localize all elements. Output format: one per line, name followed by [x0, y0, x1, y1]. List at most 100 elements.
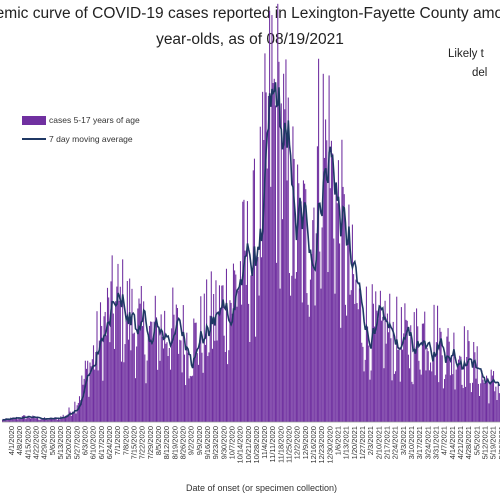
bar-day	[99, 302, 102, 422]
bar-day	[495, 386, 497, 422]
legend-label-average: 7 day moving average	[49, 134, 133, 144]
x-tick-label: 5/20/2020	[64, 426, 73, 459]
bar-day	[335, 187, 337, 422]
x-tick-label: 8/19/2020	[170, 426, 179, 459]
bar-day	[337, 160, 339, 422]
bar-day	[405, 319, 407, 422]
bar-day	[92, 345, 95, 422]
bar-day	[344, 304, 346, 422]
x-tick-label: 9/16/2020	[203, 426, 212, 459]
x-tick-label: 9/23/2020	[211, 426, 220, 459]
bar-day	[258, 295, 260, 422]
bar-day	[487, 381, 489, 422]
bar-day	[180, 340, 182, 422]
bar-day	[41, 419, 43, 422]
bar-day	[323, 157, 325, 423]
bar-day	[24, 415, 26, 422]
bar-day	[78, 396, 81, 422]
bar-day	[332, 153, 334, 422]
bar-day	[469, 383, 471, 422]
bar-day	[395, 371, 397, 422]
x-tick-label: 11/18/2020	[276, 426, 285, 463]
bar-day	[300, 201, 302, 422]
x-tick-label: 1/13/2021	[342, 426, 351, 459]
bar-day	[43, 417, 46, 422]
bar-day	[365, 286, 367, 422]
bar-day	[413, 312, 415, 422]
bar-day	[307, 304, 309, 422]
bar-day	[465, 386, 467, 422]
x-tick-label: 10/21/2020	[244, 426, 253, 464]
bar-day	[4, 419, 6, 422]
bar-day	[439, 327, 441, 422]
bar-day	[253, 158, 255, 422]
bar-day	[217, 311, 219, 422]
bar-day	[57, 417, 60, 422]
bar-day	[125, 320, 127, 422]
bar-day	[167, 356, 169, 422]
bar-day	[108, 297, 110, 422]
bar-day	[153, 321, 155, 422]
bar-day	[166, 342, 168, 422]
bar-day	[251, 273, 253, 422]
bar-day	[377, 319, 379, 422]
bar-day	[33, 415, 35, 422]
bar-day	[278, 61, 280, 423]
bar-day	[87, 360, 89, 422]
bar-day	[200, 296, 202, 422]
bar-day	[455, 369, 457, 422]
bar-day	[206, 279, 208, 422]
x-tick-label: 7/1/2020	[113, 426, 122, 455]
x-tick-label: 1/27/2021	[358, 426, 367, 459]
bar-day	[63, 417, 65, 422]
x-tick-label: 5/6/2020	[48, 426, 57, 455]
bar-day	[194, 322, 196, 422]
bar-day	[463, 326, 465, 422]
bar-day	[7, 418, 9, 422]
bar-day	[357, 309, 359, 422]
bar-day	[116, 286, 118, 422]
bar-day	[243, 199, 245, 422]
bar-day	[412, 384, 414, 422]
bar-day	[246, 201, 248, 422]
bar-day	[144, 354, 146, 422]
bar-day	[385, 343, 387, 422]
bar-day	[327, 272, 329, 422]
bar-day	[210, 271, 212, 422]
bar-day	[133, 332, 135, 422]
bar-day	[103, 316, 105, 422]
bar-day	[102, 380, 104, 422]
bar-day	[336, 203, 338, 422]
bar-day	[211, 348, 213, 422]
bar-day	[384, 300, 386, 422]
bar-day	[140, 285, 142, 422]
x-tick-label: 8/5/2020	[154, 426, 163, 455]
bar-day	[150, 321, 152, 422]
x-tick-label: 11/25/2020	[285, 426, 294, 463]
bar-day	[434, 375, 436, 422]
bar-day	[201, 352, 203, 422]
bar-day	[428, 370, 430, 422]
bar-day	[330, 140, 332, 423]
bar-day	[397, 350, 399, 422]
bar-series-cases	[2, 3, 500, 423]
bar-day	[59, 419, 61, 422]
bar-day	[115, 301, 117, 422]
bar-day	[272, 83, 274, 422]
bar-day	[209, 315, 211, 422]
annotation-line2: del	[472, 67, 488, 79]
bar-day	[356, 303, 358, 422]
bar-day	[449, 375, 451, 422]
bar-day	[411, 381, 413, 422]
bar-day	[165, 343, 167, 422]
bar-day	[186, 332, 188, 422]
bar-day	[11, 418, 13, 422]
x-tick-label: 3/31/2021	[432, 426, 441, 459]
bar-day	[301, 302, 303, 422]
bar-day	[237, 290, 239, 422]
bar-day	[187, 352, 189, 422]
bar-day	[94, 369, 96, 422]
bar-day	[174, 333, 176, 422]
bar-day	[105, 335, 107, 422]
